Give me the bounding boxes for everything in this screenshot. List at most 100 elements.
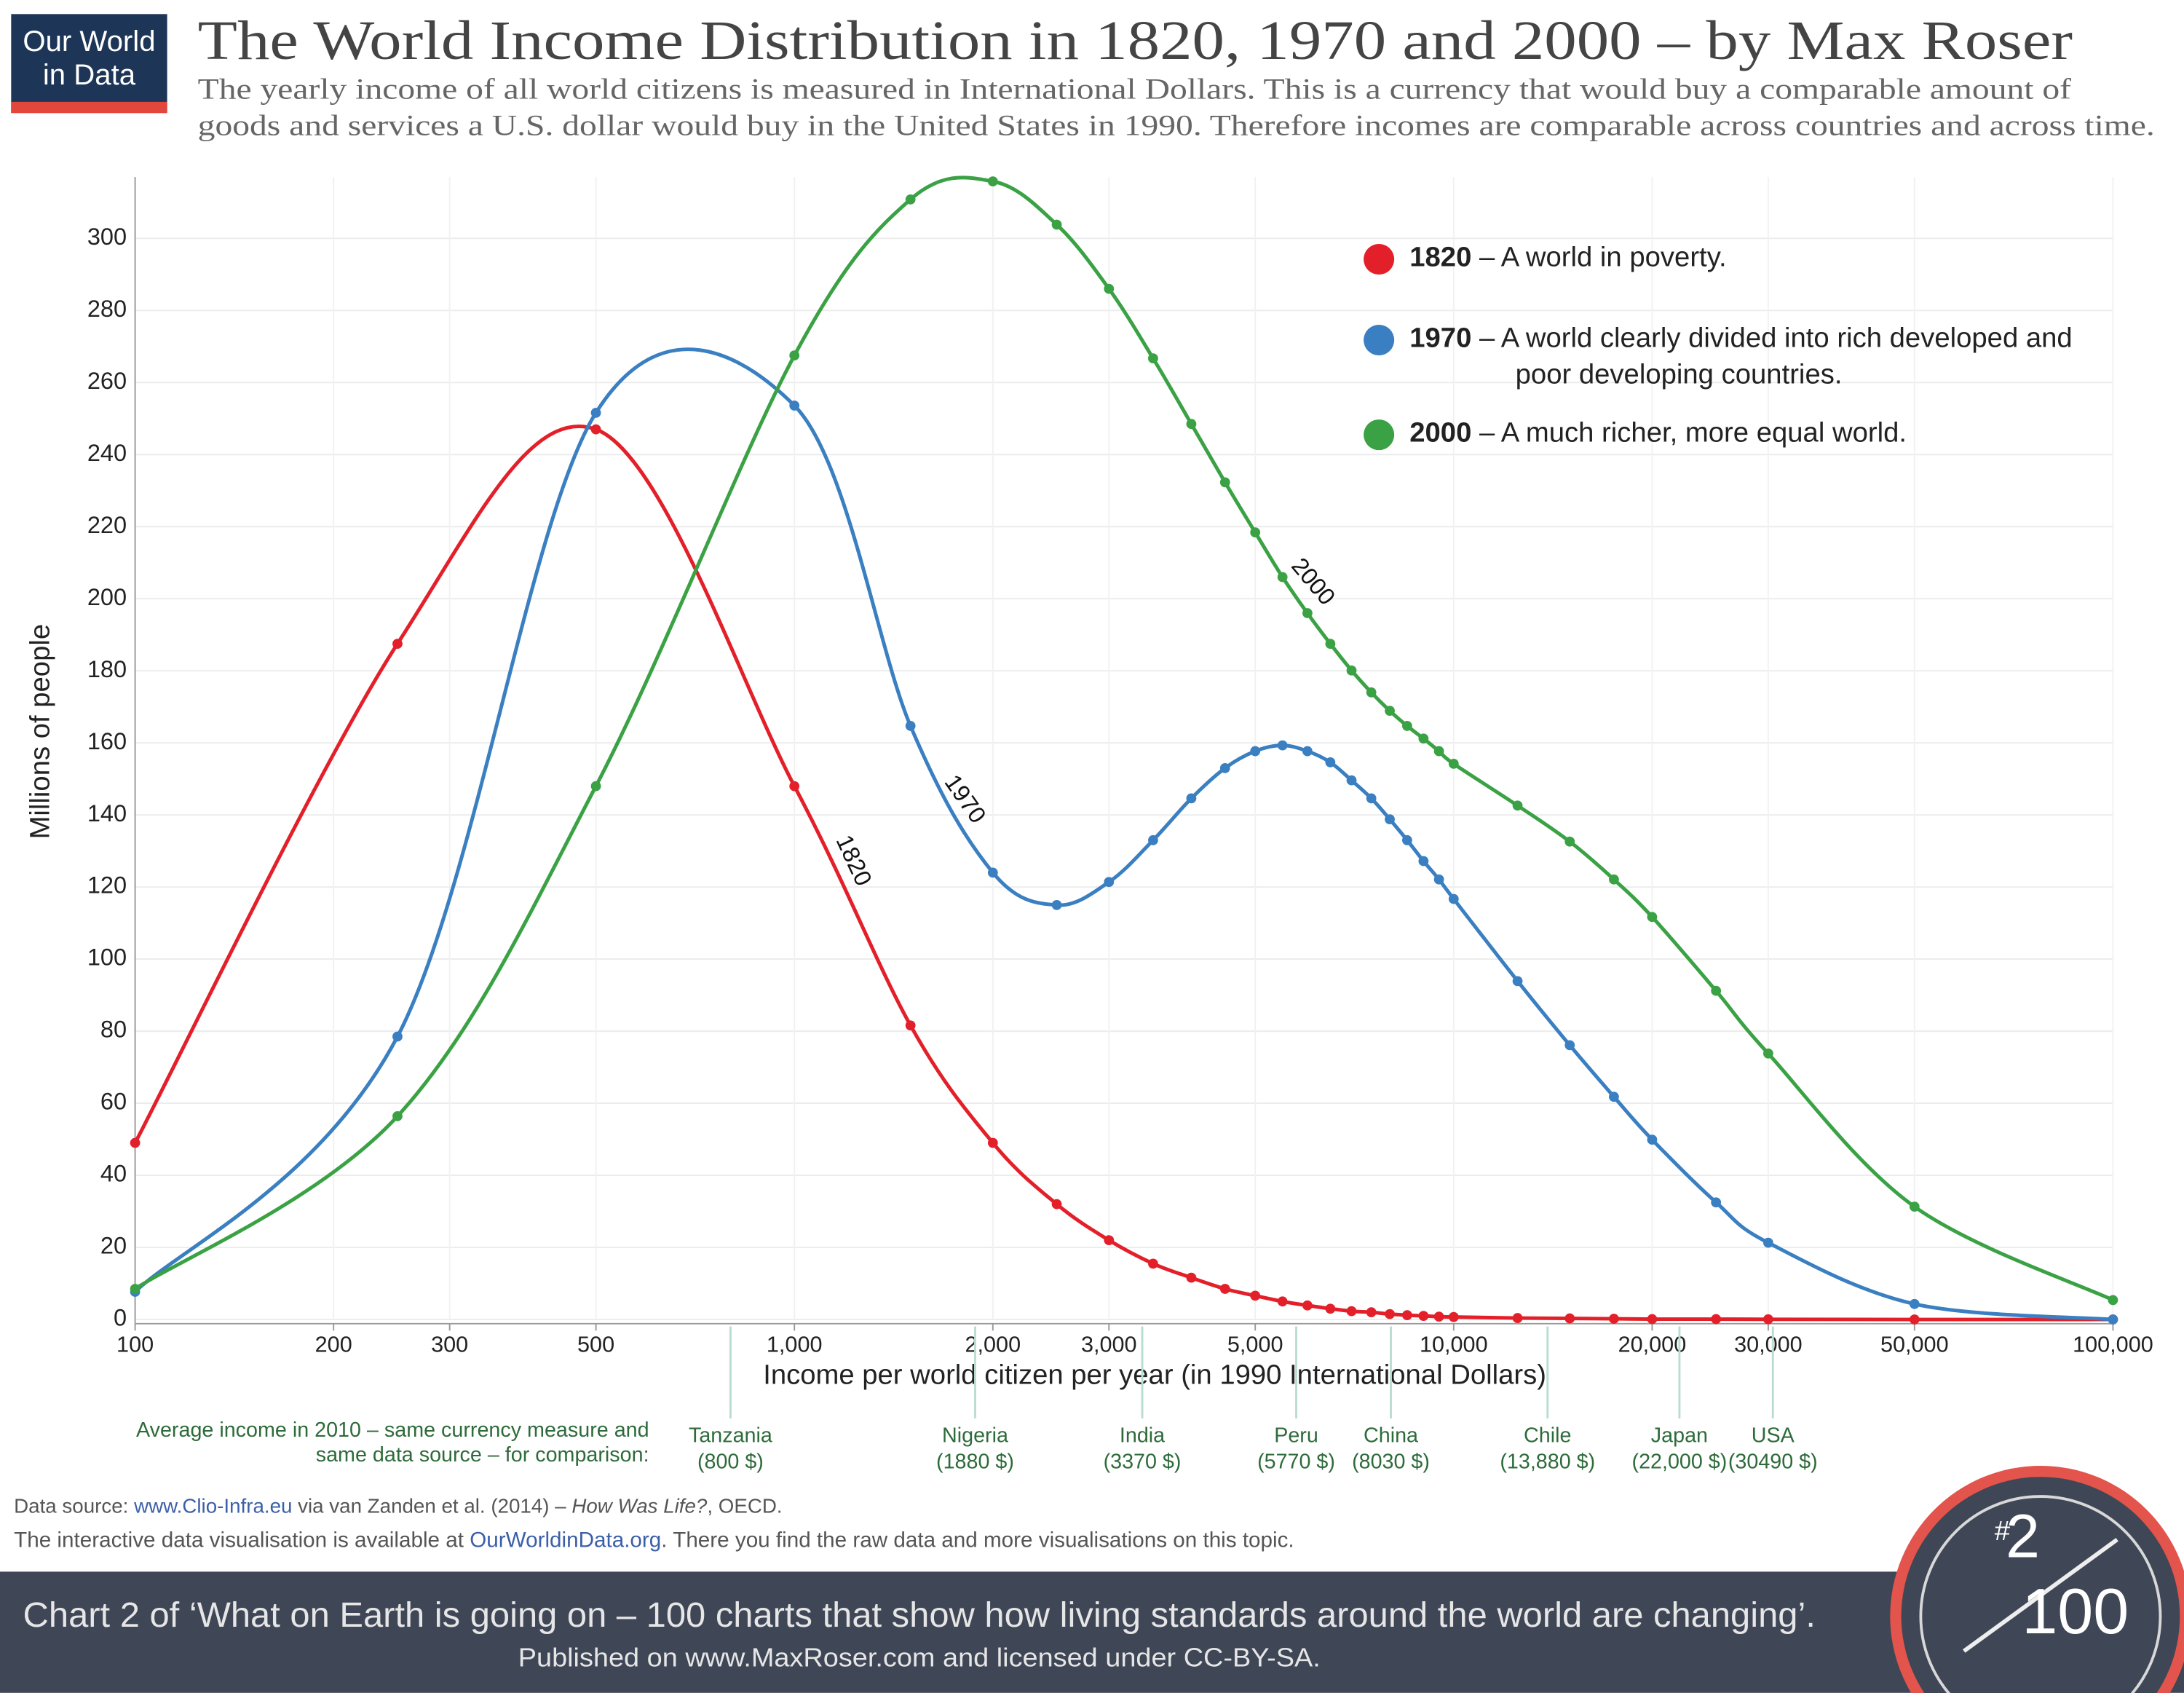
data-point bbox=[1609, 1314, 1619, 1324]
data-point bbox=[1711, 985, 1722, 996]
badge bbox=[1901, 1477, 2180, 1693]
source-text: Data source: bbox=[14, 1495, 128, 1518]
source-line: Data source: www.Clio-Infra.eu via van Z… bbox=[14, 1495, 782, 1518]
y-tick-label: 60 bbox=[100, 1089, 127, 1115]
data-point bbox=[1402, 834, 1412, 845]
x-tick-label: 1,000 bbox=[767, 1332, 823, 1357]
source-text: via van Zanden et al. (2014) – bbox=[298, 1495, 566, 1518]
legend-text: 2000 – A much richer, more equal world. bbox=[1409, 415, 2100, 451]
badge-number: 2 bbox=[2006, 1501, 2040, 1570]
x-tick-label: 200 bbox=[315, 1332, 352, 1357]
data-point bbox=[1909, 1314, 1920, 1325]
data-point bbox=[1647, 1134, 1658, 1145]
source-line: The interactive data visualisation is av… bbox=[14, 1528, 1294, 1552]
legend-name: 1820 bbox=[1409, 242, 1472, 274]
data-point bbox=[1448, 893, 1459, 904]
data-point bbox=[1763, 1048, 1773, 1059]
data-point bbox=[1366, 1307, 1377, 1318]
data-point bbox=[1909, 1298, 1920, 1309]
comparison-country: Tanzania bbox=[689, 1424, 772, 1447]
y-tick-label: 100 bbox=[87, 944, 127, 971]
legend-name: 1970 bbox=[1409, 323, 1472, 355]
data-point bbox=[1302, 1300, 1313, 1311]
comparison-income: (22,000 $) bbox=[1632, 1451, 1728, 1474]
data-point bbox=[1609, 874, 1619, 885]
curve-label: 1820 bbox=[831, 831, 877, 890]
y-tick-label: 140 bbox=[87, 800, 127, 826]
data-point bbox=[1448, 759, 1459, 769]
source-link[interactable]: www.Clio-Infra.eu bbox=[133, 1495, 292, 1518]
data-point bbox=[1346, 775, 1357, 786]
data-point bbox=[1402, 1310, 1412, 1321]
comparison-income: (30490 $) bbox=[1728, 1451, 1818, 1474]
comparison-income: (5770 $) bbox=[1257, 1451, 1335, 1474]
data-point bbox=[1148, 353, 1158, 364]
comparison-income: (800 $) bbox=[697, 1451, 764, 1474]
curve-label: 1970 bbox=[939, 770, 991, 828]
data-point bbox=[2108, 1314, 2118, 1325]
data-point bbox=[1418, 856, 1429, 867]
data-point bbox=[1186, 1272, 1197, 1283]
x-tick-label: 10,000 bbox=[1420, 1332, 1488, 1357]
comparison-income: (1880 $) bbox=[936, 1451, 1014, 1474]
data-point bbox=[1051, 1199, 1062, 1209]
data-point bbox=[1104, 283, 1115, 294]
x-tick-label: 300 bbox=[431, 1332, 468, 1357]
data-point bbox=[1325, 757, 1336, 767]
data-point bbox=[905, 194, 916, 205]
comparison-heading: Average income in 2010 – same currency m… bbox=[135, 1418, 649, 1467]
y-axis-label: Millions of people bbox=[25, 624, 56, 840]
legend-description: – A world in poverty. bbox=[1479, 242, 1727, 274]
source-text: The interactive data visualisation is av… bbox=[14, 1528, 464, 1552]
data-point bbox=[1346, 1306, 1357, 1317]
y-tick-label: 280 bbox=[87, 296, 127, 322]
data-point bbox=[1418, 733, 1429, 744]
data-point bbox=[1325, 639, 1336, 649]
footer-text: Published on www.MaxRoser.com and licens… bbox=[518, 1642, 1321, 1672]
data-point bbox=[1051, 900, 1062, 910]
data-point bbox=[789, 400, 800, 411]
data-point bbox=[1763, 1314, 1773, 1325]
legend-description: – A much richer, more equal world. bbox=[1479, 418, 1907, 449]
series-line bbox=[133, 424, 2113, 1322]
subtitle: goods and services a U.S. dollar would b… bbox=[198, 108, 2155, 141]
data-point bbox=[1609, 1092, 1619, 1102]
data-point bbox=[1564, 1313, 1575, 1324]
data-point bbox=[1512, 1313, 1523, 1323]
x-tick-label: 5,000 bbox=[1227, 1332, 1283, 1357]
data-point bbox=[1564, 1040, 1575, 1051]
comparison-country: USA bbox=[1752, 1424, 1795, 1447]
data-point bbox=[392, 639, 403, 649]
data-point bbox=[789, 350, 800, 361]
data-point bbox=[1250, 1290, 1261, 1301]
data-point bbox=[590, 781, 601, 792]
comparison-country: Peru bbox=[1274, 1424, 1318, 1447]
y-tick-label: 0 bbox=[114, 1305, 127, 1331]
data-point bbox=[1219, 762, 1230, 773]
data-point bbox=[1302, 608, 1313, 618]
logo-text: in Data bbox=[43, 58, 136, 91]
data-point bbox=[1385, 814, 1395, 825]
logo-strip bbox=[11, 101, 167, 114]
data-point bbox=[1186, 793, 1197, 804]
data-point bbox=[1051, 219, 1062, 230]
y-tick-label: 200 bbox=[87, 584, 127, 610]
legend-entry: 1820 – A world in poverty. bbox=[1409, 242, 1727, 274]
data-point bbox=[1219, 1284, 1230, 1294]
data-point bbox=[1512, 800, 1523, 811]
data-point bbox=[1250, 746, 1261, 757]
legend-name: 2000 bbox=[1409, 418, 1472, 449]
source-link[interactable]: OurWorldinData.org bbox=[470, 1528, 661, 1552]
comparison-country: Chile bbox=[1524, 1424, 1571, 1447]
legend-swatch bbox=[1364, 324, 1395, 356]
data-point bbox=[1186, 419, 1197, 430]
source-text: . There you find the raw data and more v… bbox=[661, 1528, 1294, 1552]
x-axis-label: Income per world citizen per year (in 19… bbox=[763, 1359, 1546, 1391]
y-tick-label: 260 bbox=[87, 368, 127, 394]
data-point bbox=[590, 407, 601, 418]
y-tick-label: 180 bbox=[87, 656, 127, 682]
data-point bbox=[1104, 1235, 1115, 1246]
comparison-country: Japan bbox=[1651, 1424, 1708, 1447]
y-tick-label: 120 bbox=[87, 872, 127, 899]
